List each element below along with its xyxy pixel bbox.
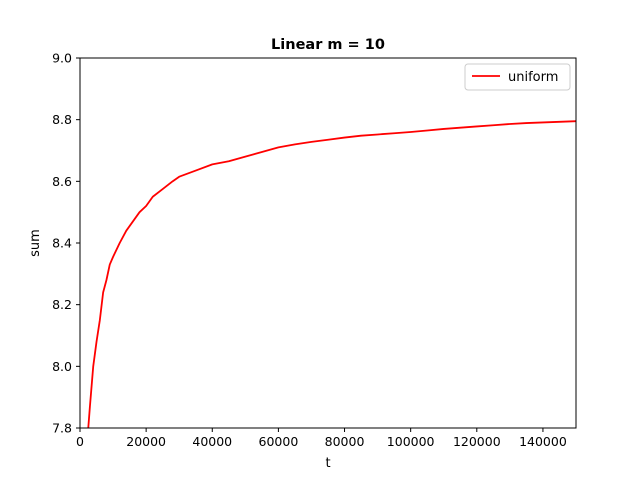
y-axis: 7.8 8.0 8.2 8.4 8.6 8.8 9.0	[52, 51, 80, 436]
y-tick-label: 8.2	[52, 297, 72, 312]
x-tick-label: 60000	[259, 434, 299, 449]
x-tick-label: 100000	[387, 434, 435, 449]
y-tick-label: 8.4	[52, 236, 72, 251]
chart-title: Linear m = 10	[271, 37, 385, 53]
legend-label-uniform: uniform	[508, 70, 558, 85]
y-axis-label: sum	[28, 229, 43, 257]
series-layer	[87, 120, 576, 428]
y-tick-label: 8.6	[52, 174, 72, 189]
x-axis: 0 20000 40000 60000 80000 100000 120000 140000	[76, 428, 567, 449]
y-tick-label: 7.8	[52, 421, 72, 436]
x-tick-label: 80000	[325, 434, 365, 449]
y-tick-label: 8.8	[52, 112, 72, 127]
series-line-uniform	[87, 120, 576, 428]
y-tick-label: 9.0	[52, 51, 72, 66]
x-axis-label: t	[325, 456, 330, 471]
y-tick-label: 8.0	[52, 359, 72, 374]
legend-box	[464, 63, 571, 91]
legend: uniform	[464, 63, 571, 91]
x-tick-label: 0	[76, 434, 84, 449]
x-tick-label: 140000	[519, 434, 567, 449]
x-tick-label: 120000	[453, 434, 501, 449]
x-tick-label: 20000	[126, 434, 166, 449]
x-tick-label: 40000	[192, 434, 232, 449]
